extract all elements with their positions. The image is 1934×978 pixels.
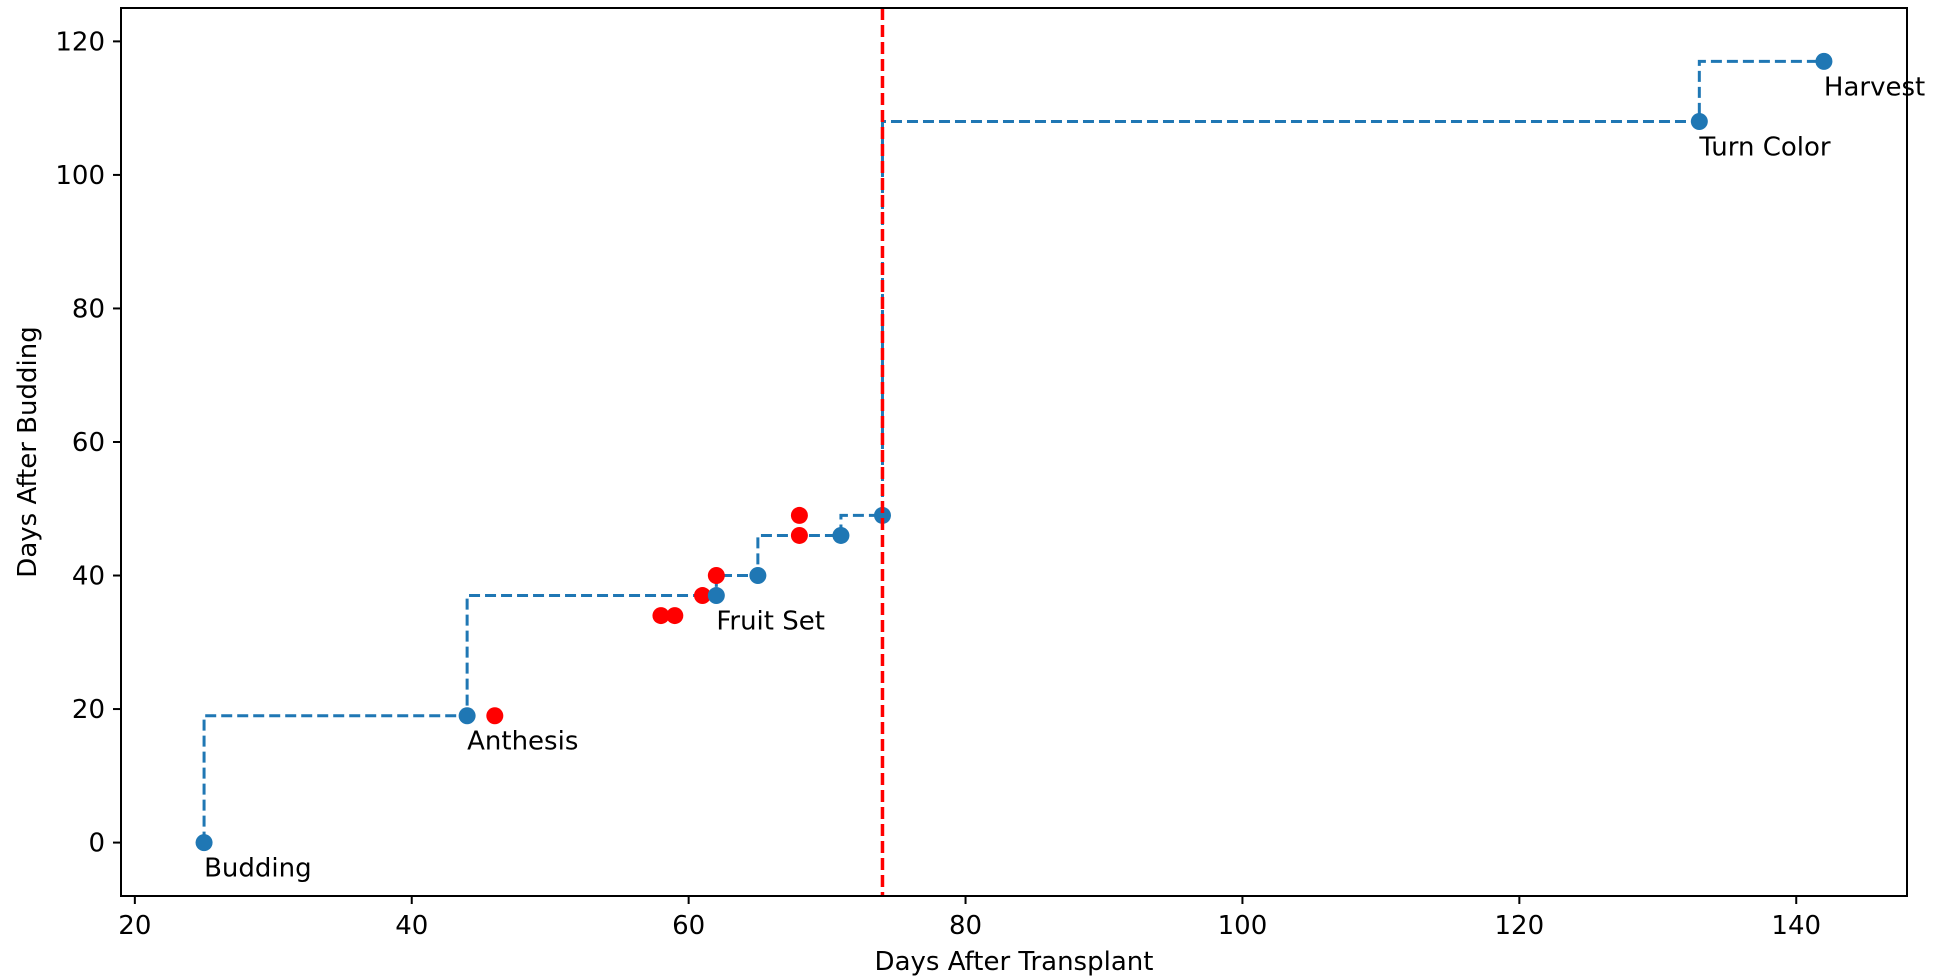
red-point bbox=[652, 607, 670, 625]
stage-label: Harvest bbox=[1824, 72, 1925, 102]
red-point bbox=[790, 526, 808, 544]
axes: 20 40 60 80 100 120 140 0 20 40 60 80 100 120 bbox=[55, 27, 1821, 941]
x-tick-label: 140 bbox=[1771, 911, 1821, 941]
red-point bbox=[486, 707, 504, 725]
stage-label: Turn Color bbox=[1698, 133, 1831, 163]
y-tick-label: 60 bbox=[72, 428, 105, 458]
x-tick-label: 80 bbox=[949, 911, 982, 941]
x-tick-label: 60 bbox=[672, 911, 705, 941]
red-point bbox=[790, 506, 808, 524]
x-tick-label: 100 bbox=[1218, 911, 1268, 941]
stage-point bbox=[707, 587, 725, 605]
red-point bbox=[707, 567, 725, 585]
stage-label: Fruit Set bbox=[716, 607, 825, 637]
stage-point bbox=[873, 506, 891, 524]
plot-frame bbox=[120, 7, 1908, 897]
y-tick-label: 120 bbox=[55, 27, 105, 57]
y-tick-label: 80 bbox=[72, 294, 105, 324]
y-tick-label: 40 bbox=[72, 562, 105, 592]
stage-point bbox=[1690, 113, 1708, 131]
red-point bbox=[666, 607, 684, 625]
stage-point bbox=[1815, 52, 1833, 70]
stage-point bbox=[832, 526, 850, 544]
step-line bbox=[202, 59, 1824, 843]
y-tick-label: 20 bbox=[72, 695, 105, 725]
red-point bbox=[693, 587, 711, 605]
plot-area: Budding Anthesis Fruit Set Turn Color Harves… bbox=[195, 8, 1925, 896]
stage-point bbox=[458, 707, 476, 725]
x-tick-label: 20 bbox=[118, 911, 151, 941]
stage-point bbox=[749, 567, 767, 585]
x-tick-label: 40 bbox=[395, 911, 428, 941]
y-tick-label: 0 bbox=[88, 829, 105, 859]
stage-point bbox=[195, 834, 213, 852]
stage-label: Anthesis bbox=[467, 727, 578, 757]
y-axis-label: Days After Budding bbox=[13, 326, 43, 577]
x-tick-label: 120 bbox=[1495, 911, 1545, 941]
stage-label: Budding bbox=[204, 854, 312, 884]
x-axis-label: Days After Transplant bbox=[875, 947, 1154, 977]
y-tick-label: 100 bbox=[55, 161, 105, 191]
